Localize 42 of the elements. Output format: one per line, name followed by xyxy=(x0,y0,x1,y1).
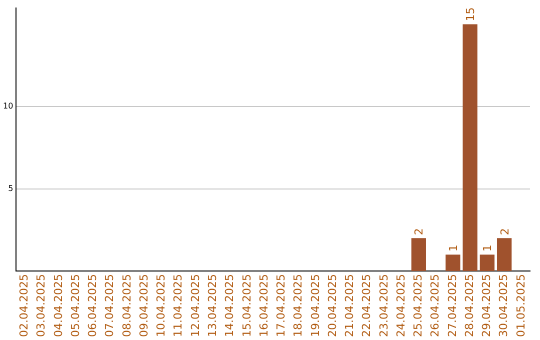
x-tick-label: 22.04.2025 xyxy=(360,274,374,338)
x-tick-label: 27.04.2025 xyxy=(446,274,459,338)
data-label: 2 xyxy=(498,228,512,236)
x-tick-label: 13.04.2025 xyxy=(206,274,220,338)
bar xyxy=(446,254,460,272)
x-tick-label: 26.04.2025 xyxy=(428,274,442,338)
x-tick-label: 04.04.2025 xyxy=(52,274,65,338)
x-tick-label: 30.04.2025 xyxy=(497,274,510,338)
x-tick-label: 17.04.2025 xyxy=(274,274,288,338)
x-tick-label: 24.04.2025 xyxy=(394,274,408,338)
x-tick-label: 15.04.2025 xyxy=(240,274,254,338)
bar xyxy=(480,254,495,272)
x-tick-label: 02.04.2025 xyxy=(18,274,31,338)
x-tick-label: 14.04.2025 xyxy=(223,274,236,338)
x-tick-label: 28.04.2025 xyxy=(462,274,476,338)
x-tick-label: 01.05.2025 xyxy=(514,274,528,338)
x-tick-label: 16.04.2025 xyxy=(257,274,270,338)
x-tick-label: 20.04.2025 xyxy=(326,274,339,338)
x-tick-label: 10.04.2025 xyxy=(154,274,168,338)
x-tick-label: 09.04.2025 xyxy=(137,274,150,338)
data-label: 2 xyxy=(412,228,426,236)
y-tick-label: 10 xyxy=(2,102,14,111)
x-tick-label: 21.04.2025 xyxy=(343,274,356,338)
x-tick-label: 12.04.2025 xyxy=(188,274,202,338)
y-tick-label: 5 xyxy=(8,184,14,193)
bar xyxy=(496,238,512,272)
x-tick-label: 25.04.2025 xyxy=(412,274,425,338)
x-tick-label: 29.04.2025 xyxy=(480,274,494,338)
x-tick-label: 07.04.2025 xyxy=(103,274,116,338)
x-tick-label: 18.04.2025 xyxy=(292,274,305,338)
data-label: 15 xyxy=(464,7,478,22)
data-label: 1 xyxy=(481,244,494,252)
bar xyxy=(462,24,478,272)
x-tick-label: 06.04.2025 xyxy=(86,274,100,338)
x-tick-label: 08.04.2025 xyxy=(120,274,134,338)
x-tick-label: 05.04.2025 xyxy=(68,274,82,338)
bar xyxy=(411,238,426,272)
data-label: 1 xyxy=(446,244,460,252)
x-tick-label: 03.04.2025 xyxy=(34,274,48,338)
x-tick-label: 11.04.2025 xyxy=(172,274,185,338)
x-tick-label: 23.04.2025 xyxy=(377,274,390,338)
x-tick-label: 19.04.2025 xyxy=(308,274,322,338)
